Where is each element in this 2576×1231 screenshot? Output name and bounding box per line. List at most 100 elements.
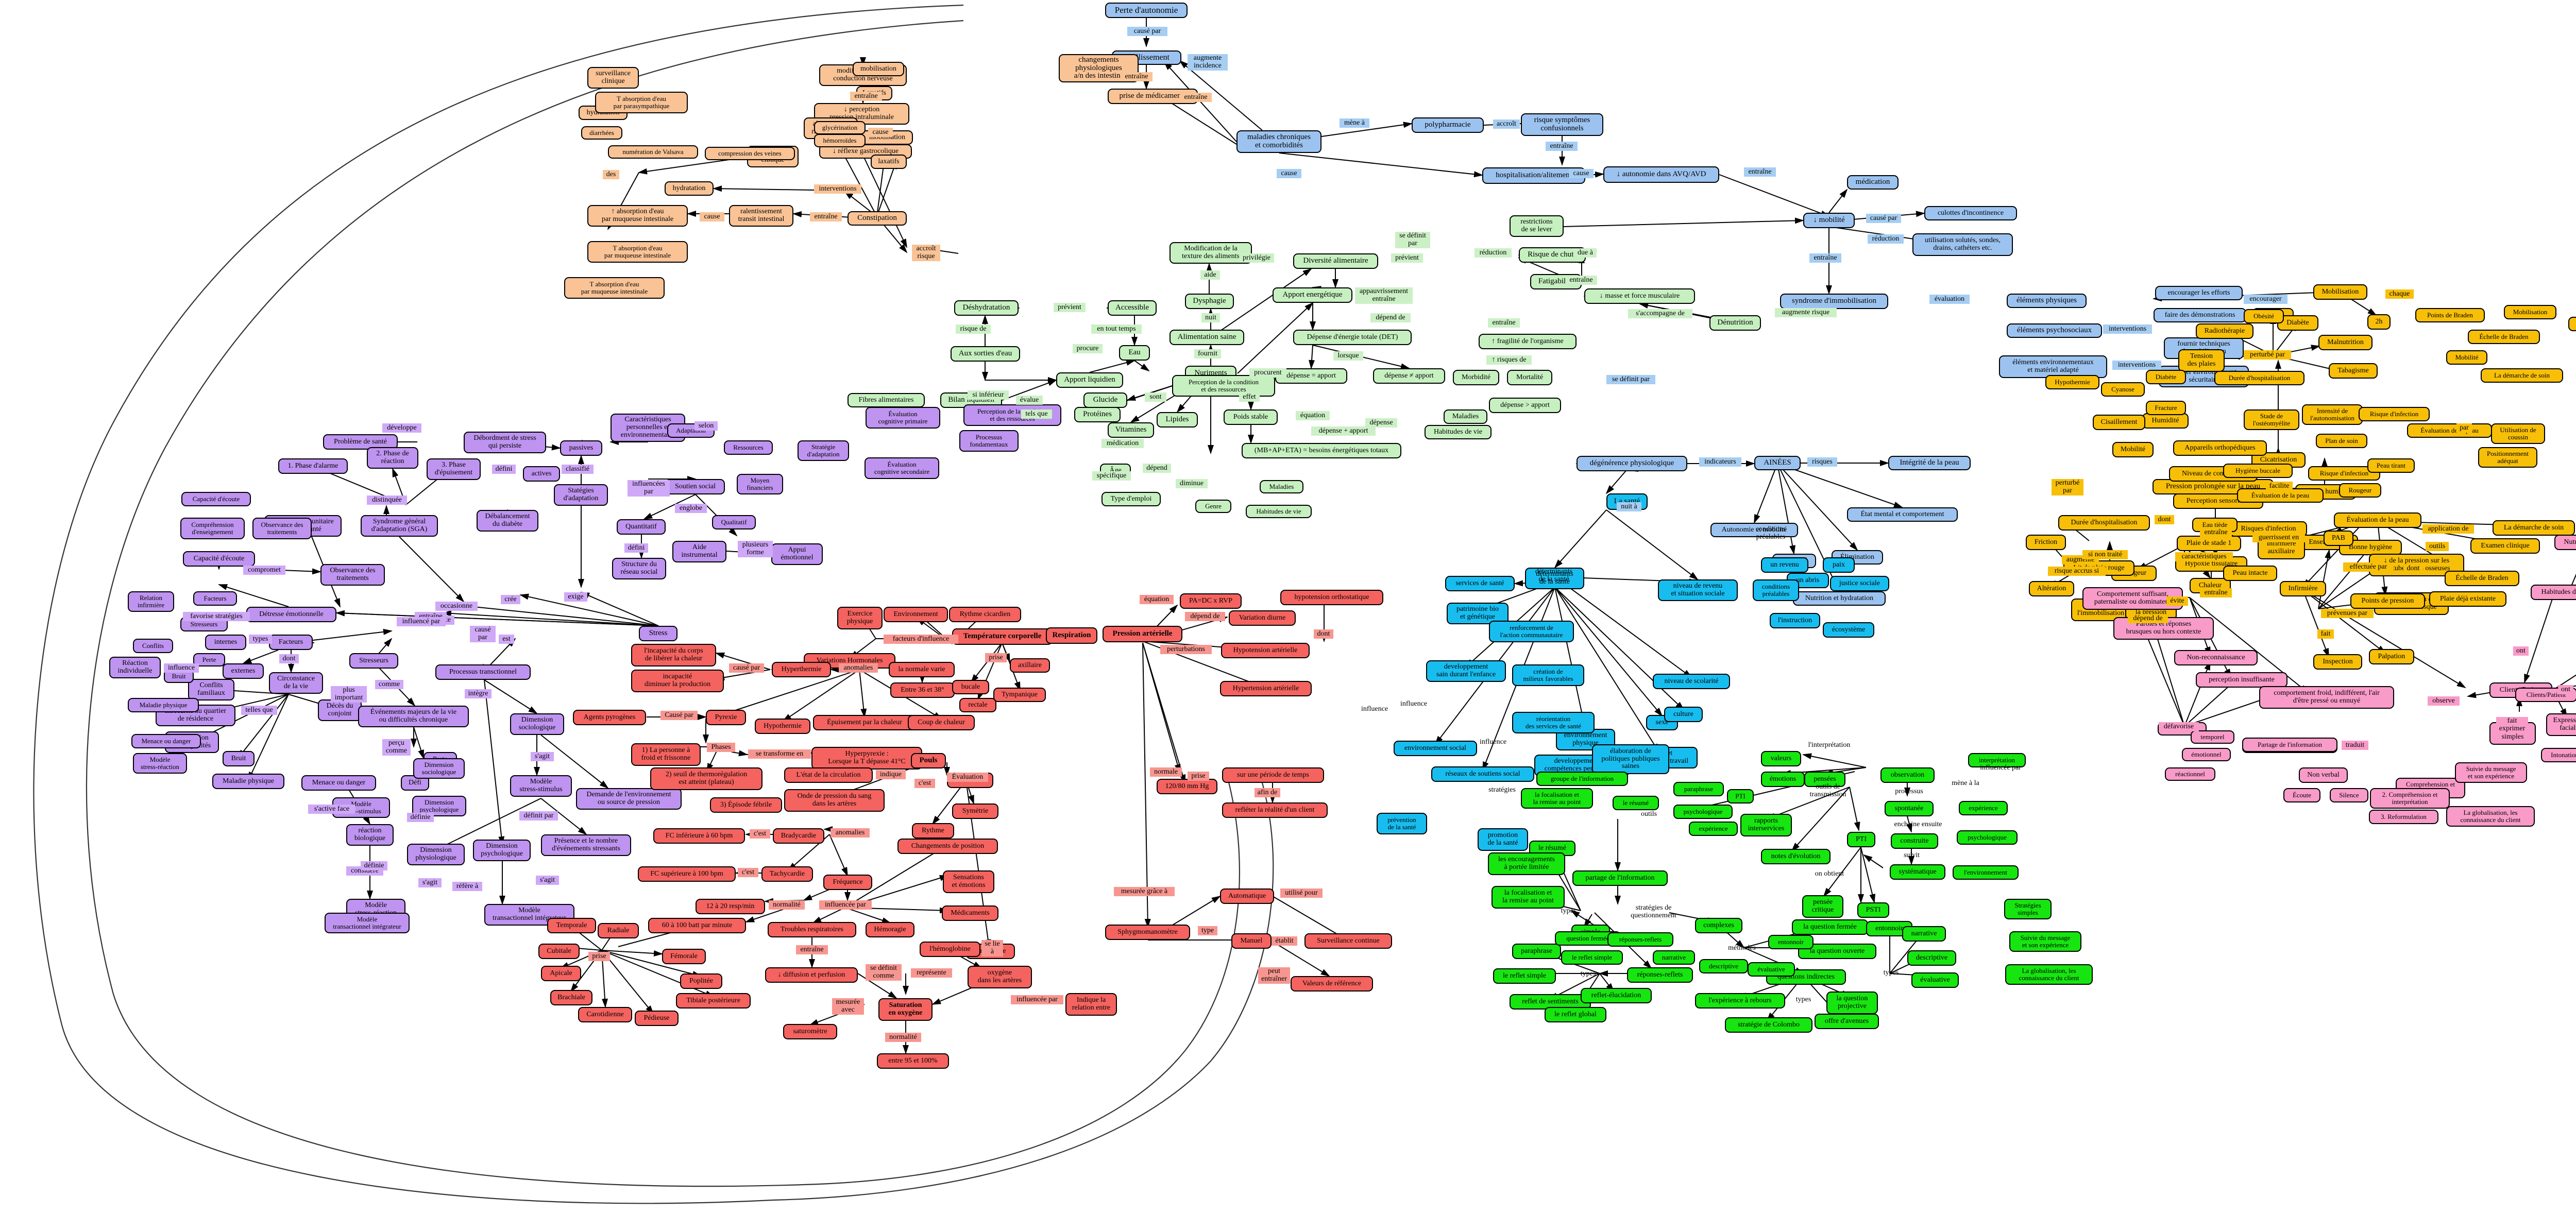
concept-node[interactable]: internes (205, 635, 246, 650)
concept-node[interactable]: Modification de la texture des aliments (1170, 242, 1252, 264)
concept-node[interactable]: le reflet simple (1493, 968, 1556, 984)
concept-node[interactable]: éléments physiques (2007, 294, 2087, 308)
concept-node[interactable]: Déshydratation (954, 300, 1019, 316)
concept-node[interactable]: offre d'avenues (1815, 1014, 1879, 1029)
concept-node[interactable]: élaboration de politiques publiques sain… (1592, 744, 1669, 774)
concept-node[interactable]: T absorption d'eau par muqueuse intestin… (564, 277, 665, 299)
concept-node[interactable]: Rougeur (2339, 483, 2381, 498)
concept-node[interactable]: syndrome d'immobilisation (1780, 294, 1888, 309)
concept-node[interactable]: réaction biologique (346, 824, 394, 846)
concept-node[interactable]: Relation infirmière (128, 591, 174, 612)
concept-node[interactable]: Environnement (884, 607, 948, 622)
concept-node[interactable]: observation (1880, 767, 1935, 783)
concept-node[interactable]: Constipation (848, 211, 907, 226)
concept-node[interactable]: Hygiène buccale (2223, 464, 2293, 478)
concept-node[interactable]: Soutien social (666, 479, 725, 494)
concept-node[interactable]: rapports interservices (1740, 814, 1792, 836)
concept-node[interactable]: Diabète (2146, 370, 2186, 384)
concept-node[interactable]: la focalisation et la remise au point (1492, 886, 1565, 909)
concept-node[interactable]: Stratégies simples (2004, 899, 2052, 919)
concept-node[interactable]: Carotidienne (578, 1007, 632, 1022)
concept-node[interactable]: Non-reconnaissance (2174, 650, 2258, 665)
concept-node[interactable]: la focalisation et la remise au point (1521, 788, 1593, 809)
concept-node[interactable]: complexes (1695, 918, 1742, 933)
concept-node[interactable]: Dénutrition (1709, 315, 1761, 331)
concept-node[interactable]: dépense ≠ apport (1373, 368, 1445, 384)
concept-node[interactable]: Manuel (1231, 933, 1272, 949)
concept-node[interactable]: numération de Valsava (608, 145, 698, 159)
concept-node[interactable]: Rythme (912, 823, 954, 839)
concept-node[interactable]: Intensité de l'autonomisation (2302, 404, 2363, 425)
concept-node[interactable]: refléter la réalité d'un client (1222, 802, 1328, 818)
concept-node[interactable]: Réaction individuelle (109, 657, 161, 678)
concept-node[interactable]: valeurs (1761, 751, 1801, 766)
concept-node[interactable]: Sphygmomanomètre (1105, 925, 1190, 940)
concept-node[interactable]: Statégies d'adaptation (554, 484, 608, 506)
concept-node[interactable]: temporel (2191, 730, 2234, 744)
concept-node[interactable]: (MB+AP+ETA) = besoins énergétiques totau… (1242, 443, 1401, 458)
concept-node[interactable]: Hypothermie (755, 719, 810, 734)
concept-node[interactable]: 3) Épisode fébrile (710, 797, 782, 813)
concept-node[interactable]: Lipides (1157, 412, 1198, 428)
concept-node[interactable]: Mobilité (2446, 350, 2487, 365)
concept-node[interactable]: Tibiale postérieure (676, 993, 751, 1008)
concept-node[interactable]: narrative (1653, 950, 1695, 965)
concept-node[interactable]: notes d'évolution (1761, 849, 1831, 864)
concept-node[interactable]: ↓ mobilité (1803, 213, 1855, 228)
concept-node[interactable]: Alimentation saine (1170, 330, 1244, 345)
concept-node[interactable]: Ressources (724, 440, 773, 455)
concept-node[interactable]: Radiothérapie (2196, 323, 2253, 339)
concept-node[interactable]: Durée d'hospitalisation (2214, 371, 2304, 385)
concept-node[interactable]: 3. Phase d'épuisement (427, 458, 481, 480)
concept-node[interactable]: spontanée (1885, 801, 1934, 816)
concept-node[interactable]: création de milieux favorables (1512, 664, 1584, 686)
concept-node[interactable]: Échelle de Braden (2468, 330, 2540, 344)
concept-node[interactable]: paraphrase (1673, 782, 1724, 796)
concept-node[interactable]: Stress (639, 626, 677, 641)
concept-node[interactable]: surveillance clinique (587, 67, 639, 89)
concept-node[interactable]: comportement froid, indifférent, l'air d… (2259, 686, 2394, 709)
concept-node[interactable]: Compréhension d'enseignement (180, 518, 245, 539)
concept-node[interactable]: axillaire (1010, 658, 1050, 673)
concept-node[interactable]: Intégrité de la peau (1888, 456, 1971, 470)
concept-node[interactable]: 2. Compréhension et interprétation (2370, 788, 2450, 809)
concept-node[interactable]: Écoute (2283, 788, 2320, 802)
concept-node[interactable]: externes (223, 663, 264, 679)
concept-node[interactable]: Nutrition et hydratation (1793, 591, 1886, 606)
concept-node[interactable]: Radiale (598, 923, 639, 938)
concept-node[interactable]: Stade de l'ostéomyélite (2244, 409, 2299, 430)
concept-node[interactable]: culture (1664, 707, 1703, 722)
concept-node[interactable]: réactionnel (2165, 767, 2215, 781)
concept-node[interactable]: Peau tirant (2367, 458, 2415, 473)
concept-node[interactable]: descriptive (1699, 959, 1748, 973)
concept-node[interactable]: réponses-reflets (1607, 932, 1673, 947)
concept-node[interactable]: La démarche de soin (2481, 368, 2563, 383)
concept-node[interactable]: ↓ masse et force musculaire (1584, 288, 1695, 304)
concept-node[interactable]: dépense > apport (1489, 398, 1561, 413)
concept-node[interactable]: Présence et le nombre d'événements stres… (541, 834, 631, 856)
concept-node[interactable]: paraphrase (1512, 944, 1561, 959)
concept-node[interactable]: hospitalisation/alitement (1482, 167, 1585, 184)
concept-node[interactable]: stratégie de Colombo (1725, 1017, 1812, 1033)
concept-node[interactable]: 1) La personne à froid et frissonne (631, 743, 701, 766)
concept-node[interactable]: Fracture (2146, 401, 2186, 415)
concept-node[interactable]: L'état de la circulation (784, 767, 873, 783)
concept-node[interactable]: Fréquence (823, 875, 872, 890)
concept-node[interactable]: Maladies (1444, 409, 1487, 424)
concept-node[interactable]: Débalancement du diabète (477, 510, 538, 532)
concept-node[interactable]: Circonstance de la vie (269, 672, 323, 694)
concept-node[interactable]: maladies chroniques et comorbidités (1236, 130, 1321, 153)
concept-node[interactable]: Rythme cicardien (949, 607, 1021, 622)
concept-node[interactable]: systématique (1890, 864, 1945, 880)
concept-node[interactable]: Poids stable (1224, 409, 1278, 425)
concept-node[interactable]: niveau de scolarité (1653, 674, 1730, 689)
concept-node[interactable]: Diversité alimentaire (1293, 253, 1378, 269)
concept-node[interactable]: Conflits (133, 639, 173, 653)
concept-node[interactable]: Demande de l'environnement ou source de … (576, 788, 682, 810)
concept-node[interactable]: ↓ diffusion et perfusion (765, 967, 858, 983)
concept-node[interactable]: Accessible (1108, 300, 1157, 316)
concept-node[interactable]: Onde de pression du sang dans les artère… (784, 789, 885, 812)
concept-node[interactable]: Plan de soin (2316, 434, 2367, 448)
concept-node[interactable]: Variation diurne (1229, 610, 1296, 626)
concept-node[interactable]: Dimension psychologique (473, 840, 531, 861)
